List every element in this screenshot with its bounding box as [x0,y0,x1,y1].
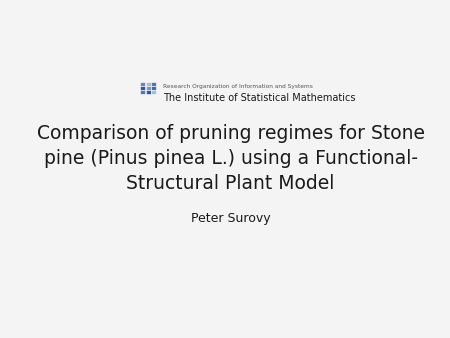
Bar [145,86,151,90]
Bar [145,90,151,94]
Bar [140,90,145,94]
Text: Research Organization of Information and Systems: Research Organization of Information and… [162,83,312,89]
Bar [140,82,145,86]
Text: The Institute of Statistical Mathematics: The Institute of Statistical Mathematics [162,93,355,103]
Bar [151,86,156,90]
Bar [140,86,145,90]
Text: Peter Surovy: Peter Surovy [191,212,270,225]
Text: Comparison of pruning regimes for Stone
pine (Pinus pinea L.) using a Functional: Comparison of pruning regimes for Stone … [36,124,425,193]
Bar [145,82,151,86]
Bar [151,90,156,94]
Bar [151,82,156,86]
